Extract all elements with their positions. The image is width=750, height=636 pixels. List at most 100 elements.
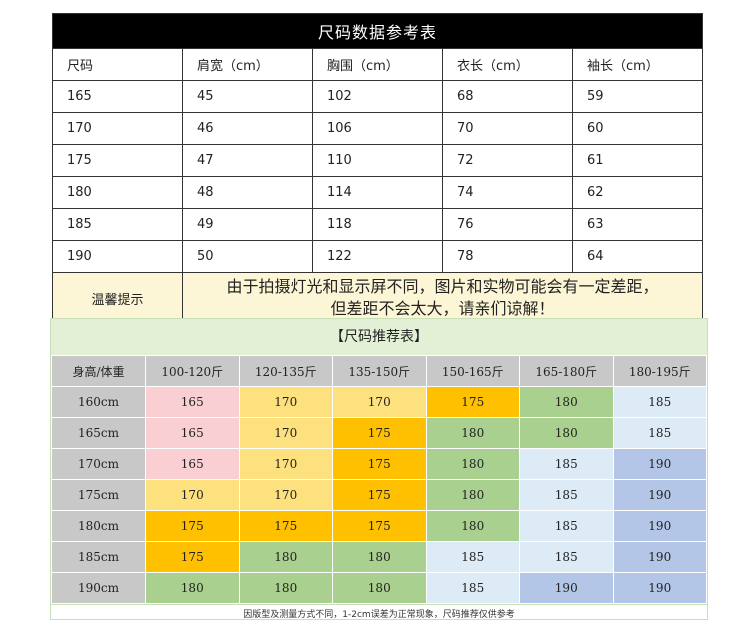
recommended-size-cell: 180: [238, 572, 333, 604]
recommend-row: 175cm 170 170 175 180 185 190: [51, 479, 707, 511]
size-cell: 46: [182, 112, 313, 145]
size-cell: 68: [442, 80, 573, 113]
size-row: 170 46 106 70 60: [52, 112, 704, 145]
recommended-size-cell: 180: [425, 448, 520, 480]
height-cell: 190cm: [51, 572, 146, 604]
size-cell: 72: [442, 144, 573, 177]
size-cell: 49: [182, 208, 313, 241]
recommend-corner-cell: 身高/体重: [51, 355, 146, 387]
height-cell: 180cm: [51, 510, 146, 542]
height-cell: 170cm: [51, 448, 146, 480]
recommended-size-cell: 185: [612, 417, 707, 449]
recommended-size-cell: 185: [519, 479, 614, 511]
size-header-cell: 衣长（cm）: [442, 48, 573, 81]
size-header-cell: 尺码: [52, 48, 183, 81]
recommend-footnote: 因版型及测量方式不同，1-2cm误差为正常现象，尺码推荐仅供参考: [51, 604, 707, 625]
tip-text: 由于拍摄灯光和显示屏不同，图片和实物可能会有一定差距， 但差距不会太大，请亲们谅解…: [181, 272, 704, 324]
size-cell: 74: [442, 176, 573, 209]
size-cell: 170: [52, 112, 183, 145]
recommended-size-cell: 165: [145, 448, 240, 480]
recommended-size-cell: 170: [238, 386, 333, 418]
recommended-size-cell: 190: [612, 479, 707, 511]
size-cell: 70: [442, 112, 573, 145]
recommended-size-cell: 165: [145, 417, 240, 449]
size-header-cell: 袖长（cm）: [571, 48, 704, 81]
recommend-row: 180cm 175 175 175 180 185 190: [51, 510, 707, 542]
size-cell: 165: [52, 80, 183, 113]
recommend-header-row: 身高/体重 100-120斤 120-135斤 135-150斤 150-165斤 165…: [51, 355, 707, 387]
size-cell: 59: [571, 80, 704, 113]
recommended-size-cell: 170: [332, 386, 427, 418]
recommended-size-cell: 180: [519, 386, 614, 418]
recommended-size-cell: 190: [612, 541, 707, 573]
size-cell: 175: [52, 144, 183, 177]
size-cell: 45: [182, 80, 313, 113]
recommended-size-cell: 175: [238, 510, 333, 542]
recommended-size-cell: 180: [425, 479, 520, 511]
size-cell: 102: [312, 80, 443, 113]
tip-row: 温馨提示 由于拍摄灯光和显示屏不同，图片和实物可能会有一定差距， 但差距不会太大，请…: [52, 272, 704, 324]
recommended-size-cell: 175: [332, 510, 427, 542]
size-cell: 122: [312, 240, 443, 273]
recommended-size-cell: 185: [519, 541, 614, 573]
size-cell: 60: [571, 112, 704, 145]
recommended-size-cell: 190: [519, 572, 614, 604]
recommended-size-cell: 180: [145, 572, 240, 604]
recommended-size-cell: 170: [145, 479, 240, 511]
recommend-row: 160cm 165 170 170 175 180 185: [51, 386, 707, 418]
size-cell: 64: [571, 240, 704, 273]
recommended-size-cell: 180: [425, 510, 520, 542]
size-table-title: 尺码数据参考表: [51, 13, 704, 49]
size-cell: 185: [52, 208, 183, 241]
recommended-size-cell: 175: [332, 479, 427, 511]
height-cell: 185cm: [51, 541, 146, 573]
size-cell: 48: [182, 176, 313, 209]
weight-header-cell: 150-165斤: [425, 355, 520, 387]
recommended-size-cell: 185: [612, 386, 707, 418]
size-recommend-table: 身高/体重 100-120斤 120-135斤 135-150斤 150-165斤 165…: [51, 355, 707, 604]
size-data-table: 尺码数据参考表 尺码 肩宽（cm） 胸围（cm） 衣长（cm） 袖长（cm） 165 45 1…: [51, 13, 704, 324]
weight-header-cell: 135-150斤: [332, 355, 427, 387]
tip-line-1: 由于拍摄灯光和显示屏不同，图片和实物可能会有一定差距，: [226, 277, 659, 296]
recommended-size-cell: 170: [238, 417, 333, 449]
size-header-cell: 胸围（cm）: [312, 48, 443, 81]
recommended-size-cell: 190: [612, 510, 707, 542]
size-header-cell: 肩宽（cm）: [182, 48, 313, 81]
size-cell: 50: [182, 240, 313, 273]
recommended-size-cell: 180: [332, 541, 427, 573]
recommend-row: 170cm 165 170 175 180 185 190: [51, 448, 707, 480]
recommended-size-cell: 175: [145, 541, 240, 573]
size-cell: 47: [182, 144, 313, 177]
size-cell: 118: [312, 208, 443, 241]
height-cell: 175cm: [51, 479, 146, 511]
recommended-size-cell: 170: [238, 448, 333, 480]
weight-header-cell: 165-180斤: [519, 355, 614, 387]
tip-label: 温馨提示: [52, 272, 183, 324]
height-cell: 160cm: [51, 386, 146, 418]
recommended-size-cell: 175: [332, 448, 427, 480]
tip-line-2: 但差距不会太大，请亲们谅解！: [330, 299, 555, 318]
recommended-size-cell: 185: [519, 510, 614, 542]
recommend-row: 190cm 180 180 180 185 190 190: [51, 572, 707, 604]
size-header-row: 尺码 肩宽（cm） 胸围（cm） 衣长（cm） 袖长（cm）: [52, 48, 704, 81]
recommended-size-cell: 180: [519, 417, 614, 449]
size-cell: 76: [442, 208, 573, 241]
recommended-size-cell: 170: [238, 479, 333, 511]
size-row: 185 49 118 76 63: [52, 208, 704, 241]
size-cell: 110: [312, 144, 443, 177]
size-cell: 106: [312, 112, 443, 145]
recommended-size-cell: 180: [425, 417, 520, 449]
recommended-size-cell: 190: [612, 572, 707, 604]
recommended-size-cell: 190: [612, 448, 707, 480]
size-recommend-panel: 【尺码推荐表】 身高/体重 100-120斤 120-135斤 135-150斤 150…: [50, 318, 708, 620]
recommended-size-cell: 185: [519, 448, 614, 480]
height-cell: 165cm: [51, 417, 146, 449]
weight-header-cell: 100-120斤: [145, 355, 240, 387]
size-row: 180 48 114 74 62: [52, 176, 704, 209]
size-cell: 62: [571, 176, 704, 209]
recommended-size-cell: 165: [145, 386, 240, 418]
recommended-size-cell: 175: [332, 417, 427, 449]
size-cell: 61: [571, 144, 704, 177]
weight-header-cell: 120-135斤: [238, 355, 333, 387]
recommended-size-cell: 180: [238, 541, 333, 573]
